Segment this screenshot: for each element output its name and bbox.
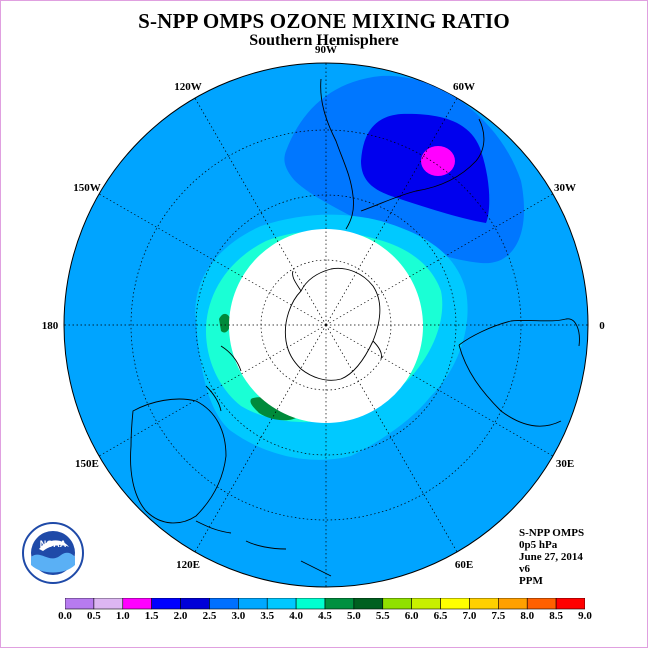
africa-coast bbox=[458, 318, 580, 427]
australia-coast bbox=[130, 398, 227, 524]
colorbar bbox=[65, 598, 585, 610]
longitude-label: 150E bbox=[75, 458, 99, 470]
colorbar-swatch bbox=[122, 598, 152, 610]
contour-4p5-b bbox=[219, 313, 231, 333]
colorbar-tick-label: 8.0 bbox=[520, 610, 535, 622]
colorbar-swatch bbox=[353, 598, 384, 610]
colorbar-swatch bbox=[411, 598, 441, 610]
colorbar-tick-label: 1.5 bbox=[144, 610, 159, 622]
longitude-label: 150W bbox=[73, 182, 101, 194]
colorbar-swatch bbox=[65, 598, 95, 610]
noaa-logo: NOAA bbox=[21, 521, 85, 590]
coastlines bbox=[130, 78, 580, 577]
islands-coast bbox=[195, 520, 332, 577]
longitude-label: 120E bbox=[176, 559, 200, 571]
colorbar-tick-label: 5.0 bbox=[347, 610, 361, 622]
colorbar-tick-label: 7.0 bbox=[462, 610, 477, 622]
colorbar-swatch bbox=[295, 598, 326, 610]
colorbar-swatch bbox=[555, 598, 585, 610]
info-line-level: 0p5 hPa bbox=[519, 539, 558, 551]
info-line-units: PPM bbox=[519, 575, 543, 587]
colorbar-swatch bbox=[382, 598, 412, 610]
longitude-label: 60W bbox=[453, 81, 475, 93]
longitude-label: 60E bbox=[455, 559, 473, 571]
longitude-label: 180 bbox=[42, 320, 59, 332]
colorbar-tick-label: 0.0 bbox=[58, 610, 72, 622]
info-line-date: June 27, 2014 bbox=[519, 551, 583, 563]
logo-text: NOAA bbox=[39, 539, 67, 549]
south-america-coast bbox=[320, 78, 485, 230]
latitude-circle bbox=[195, 194, 457, 456]
new-zealand-coast bbox=[205, 345, 242, 412]
colorbar-swatch bbox=[266, 598, 297, 610]
colorbar-swatch bbox=[180, 598, 210, 610]
colorbar-swatch bbox=[469, 598, 499, 610]
colorbar-swatch bbox=[209, 598, 239, 610]
colorbar-tick-label: 1.0 bbox=[115, 610, 130, 622]
colorbar-swatch bbox=[238, 598, 268, 610]
colorbar-tick-label: 4.5 bbox=[318, 610, 332, 622]
colorbar-tick-label: 2.0 bbox=[173, 610, 188, 622]
antarctica-coast bbox=[284, 267, 382, 381]
colorbar-tick-label: 8.5 bbox=[549, 610, 563, 622]
colorbar-tick-label: 9.0 bbox=[578, 610, 592, 622]
chart-subtitle: Southern Hemisphere bbox=[249, 32, 399, 49]
colorbar-tick-label: 3.5 bbox=[260, 610, 275, 622]
longitude-label: 30E bbox=[556, 458, 574, 470]
colorbar-tick-label: 0.5 bbox=[87, 610, 101, 622]
colorbar-tick-label: 4.0 bbox=[289, 610, 303, 622]
colorbar-swatch bbox=[151, 598, 181, 610]
colorbar-tick-label: 2.5 bbox=[202, 610, 217, 622]
colorbar-swatch bbox=[440, 598, 470, 610]
latitude-circle bbox=[130, 129, 522, 521]
longitude-label: 30W bbox=[554, 182, 576, 194]
colorbar-tick-label: 7.5 bbox=[491, 610, 506, 622]
colorbar-tick-label: 6.0 bbox=[404, 610, 419, 622]
colorbar-swatch bbox=[498, 598, 528, 610]
colorbar-tick-label: 6.5 bbox=[433, 610, 448, 622]
info-line-source: S-NPP OMPS bbox=[519, 527, 585, 539]
chart-title: S-NPP OMPS OZONE MIXING RATIO bbox=[138, 9, 510, 33]
longitude-label: 0 bbox=[599, 320, 605, 332]
colorbar-tick-label: 3.0 bbox=[231, 610, 246, 622]
info-block: S-NPP OMPS 0p5 hPa June 27, 2014 v6 PPM bbox=[519, 527, 584, 587]
longitude-label: 120W bbox=[174, 81, 202, 93]
colorbar-swatch bbox=[324, 598, 355, 610]
longitude-label: 90W bbox=[315, 44, 337, 56]
info-line-version: v6 bbox=[519, 563, 530, 575]
contour-1p0 bbox=[421, 146, 455, 176]
colorbar-swatch bbox=[93, 598, 124, 610]
colorbar-swatch bbox=[526, 598, 557, 610]
colorbar-tick-label: 5.5 bbox=[375, 610, 390, 622]
graticule bbox=[64, 63, 588, 587]
